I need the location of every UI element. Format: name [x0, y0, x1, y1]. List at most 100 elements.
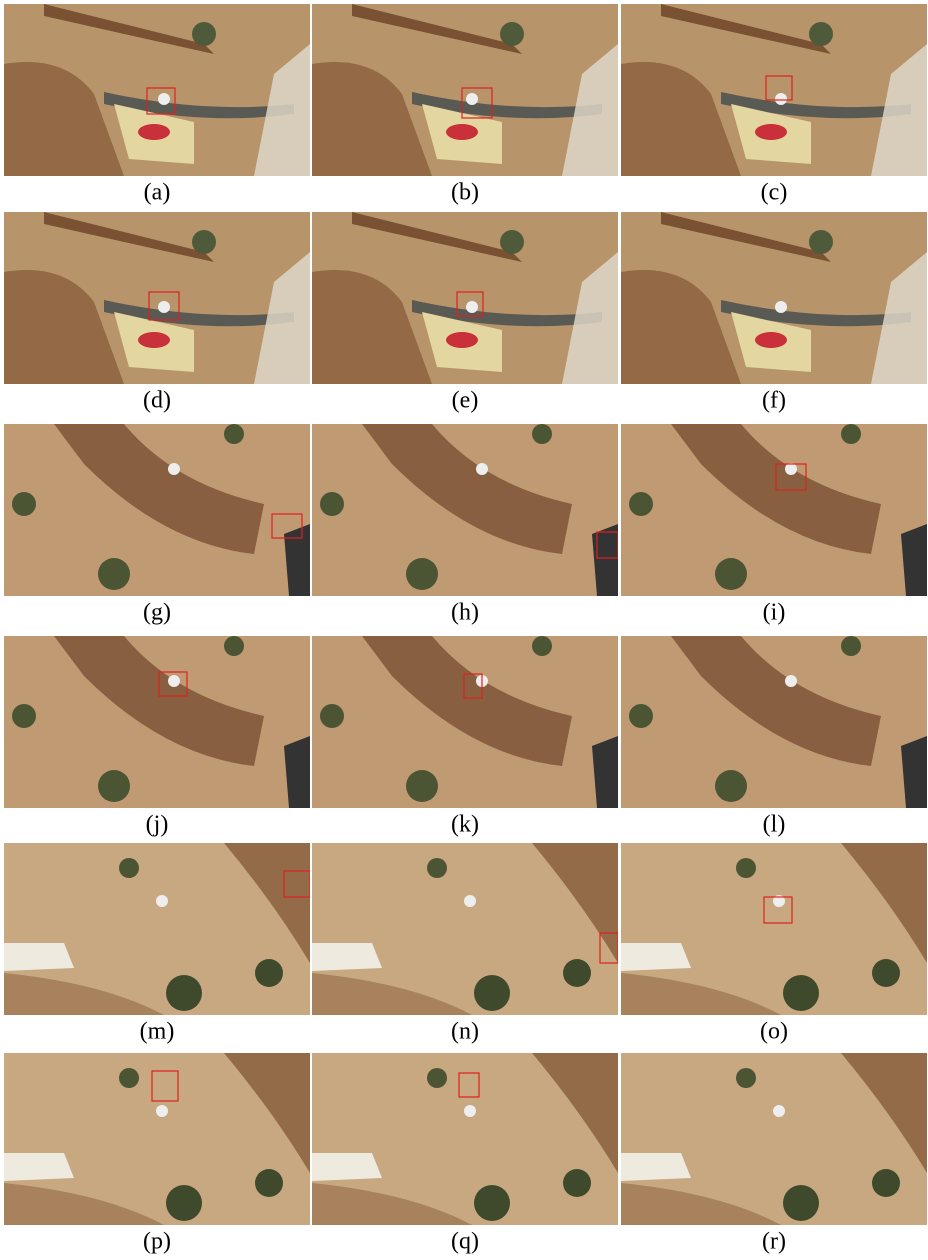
bush	[406, 558, 438, 590]
bush	[736, 1068, 756, 1088]
panel-image	[621, 4, 927, 176]
bush	[500, 230, 524, 254]
panel-image	[621, 212, 927, 384]
patch	[621, 1153, 691, 1181]
panel-caption: (k)	[451, 812, 479, 838]
figure: (a)(b)(c)(d)(e)(f)(g)(h)(i)(j)(k)(l)(m)(…	[0, 0, 928, 1260]
bush	[563, 1169, 591, 1197]
panel-caption: (q)	[451, 1229, 479, 1255]
bush	[715, 770, 747, 802]
patch	[4, 1153, 74, 1181]
panel-caption: (l)	[763, 812, 786, 838]
panel-caption: (a)	[144, 180, 171, 206]
panel-caption: (n)	[451, 1019, 479, 1045]
panel-image	[621, 843, 927, 1015]
bush	[119, 858, 139, 878]
panel-image	[312, 424, 618, 596]
bush	[629, 492, 653, 516]
page: {"panels": [ {"caption": "(a)"}, {"capti…	[0, 0, 928, 1260]
logo	[138, 332, 170, 348]
panel-image	[621, 424, 927, 596]
panel-caption: (j)	[146, 812, 169, 838]
bush	[809, 22, 833, 46]
bush	[736, 858, 756, 878]
panel-caption: (i)	[763, 600, 786, 626]
bush	[500, 22, 524, 46]
rider	[775, 93, 787, 105]
panel-image	[312, 212, 618, 384]
rider	[476, 463, 488, 475]
bush	[563, 959, 591, 987]
bush	[872, 959, 900, 987]
bush	[98, 770, 130, 802]
panel-caption: (e)	[452, 388, 479, 414]
rider	[464, 895, 476, 907]
bush	[841, 424, 861, 444]
bush	[427, 1068, 447, 1088]
panel-image	[312, 4, 618, 176]
logo	[755, 124, 787, 140]
rider	[168, 675, 180, 687]
bush	[12, 492, 36, 516]
bush	[532, 424, 552, 444]
bush	[841, 636, 861, 656]
panel-image	[4, 424, 310, 596]
rider	[775, 301, 787, 313]
rider	[785, 675, 797, 687]
bush	[224, 424, 244, 444]
bush	[166, 1185, 202, 1221]
bush	[255, 959, 283, 987]
rider	[168, 463, 180, 475]
patch	[4, 943, 74, 971]
bush	[629, 704, 653, 728]
bush	[119, 1068, 139, 1088]
panel-image	[312, 1053, 618, 1225]
panel-caption: (h)	[451, 600, 479, 626]
bush	[406, 770, 438, 802]
bush	[192, 230, 216, 254]
rider	[773, 1105, 785, 1117]
panel-image	[621, 636, 927, 808]
panel-caption: (r)	[762, 1229, 786, 1255]
panel-caption: (f)	[762, 388, 786, 414]
panel-image	[4, 636, 310, 808]
patch	[312, 1153, 382, 1181]
bush	[12, 704, 36, 728]
logo	[755, 332, 787, 348]
bush	[255, 1169, 283, 1197]
bush	[474, 975, 510, 1011]
bush	[715, 558, 747, 590]
panel-image	[4, 843, 310, 1015]
rider	[466, 301, 478, 313]
bush	[783, 1185, 819, 1221]
bush	[320, 704, 344, 728]
patch	[312, 943, 382, 971]
bush	[872, 1169, 900, 1197]
rider	[466, 93, 478, 105]
rider	[158, 301, 170, 313]
panel-image	[4, 212, 310, 384]
bush	[474, 1185, 510, 1221]
panel-image	[4, 4, 310, 176]
rider	[785, 463, 797, 475]
bush	[98, 558, 130, 590]
panel-image	[4, 1053, 310, 1225]
rider	[156, 895, 168, 907]
logo	[446, 332, 478, 348]
panel-caption: (c)	[761, 180, 788, 206]
logo	[446, 124, 478, 140]
rider	[464, 1105, 476, 1117]
bush	[427, 858, 447, 878]
bush	[532, 636, 552, 656]
bush	[192, 22, 216, 46]
rider	[156, 1105, 168, 1117]
panel-caption: (b)	[451, 180, 479, 206]
panel-caption: (d)	[143, 388, 171, 414]
bush	[783, 975, 819, 1011]
panel-caption: (p)	[143, 1229, 171, 1255]
bush	[166, 975, 202, 1011]
panel-image	[621, 1053, 927, 1225]
bush	[320, 492, 344, 516]
rider	[158, 93, 170, 105]
panel-caption: (o)	[760, 1019, 788, 1045]
